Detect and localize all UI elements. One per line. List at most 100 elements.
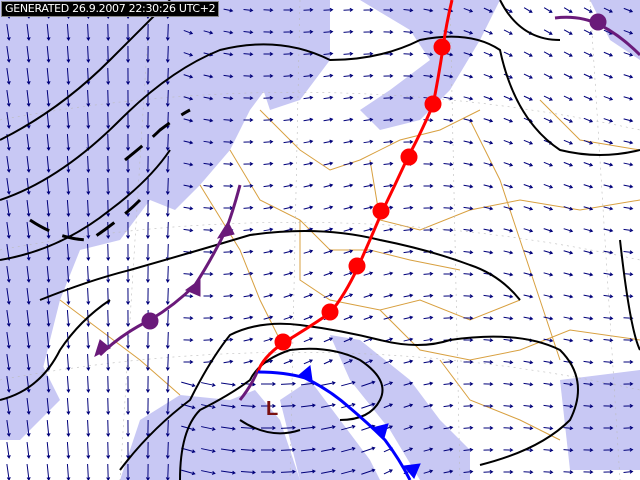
wind-arrow bbox=[6, 46, 11, 63]
wind-arrow bbox=[106, 23, 111, 41]
wind-arrow bbox=[403, 249, 414, 254]
wind-arrow bbox=[623, 360, 634, 364]
wind-arrow bbox=[403, 74, 414, 79]
wind-arrow bbox=[403, 447, 414, 453]
wind-arrow bbox=[623, 381, 634, 386]
wind-arrow bbox=[563, 29, 573, 35]
wind-arrow bbox=[443, 96, 454, 101]
wind-arrow bbox=[483, 447, 494, 452]
wind-arrow bbox=[343, 227, 354, 232]
wind-arrow bbox=[220, 448, 236, 453]
wind-arrow bbox=[503, 139, 514, 145]
wind-arrow bbox=[46, 23, 51, 41]
wind-arrow bbox=[623, 7, 634, 13]
wind-arrow bbox=[145, 375, 150, 393]
wind-arrow bbox=[403, 293, 414, 298]
wind-arrow bbox=[403, 337, 414, 342]
wind-arrow bbox=[106, 397, 111, 415]
wind-arrow bbox=[66, 45, 71, 63]
mediterranean-west bbox=[120, 390, 300, 480]
wind-arrow bbox=[443, 228, 454, 233]
wind-arrow bbox=[563, 51, 573, 57]
wind-arrow bbox=[223, 271, 234, 276]
wind-arrow bbox=[563, 382, 574, 387]
wind-arrow bbox=[603, 294, 614, 299]
wind-arrow bbox=[106, 265, 111, 283]
wind-arrow bbox=[383, 249, 394, 254]
wind-arrow bbox=[46, 111, 51, 129]
wind-arrow bbox=[583, 338, 594, 343]
wind-arrow bbox=[300, 403, 316, 408]
wind-arrow bbox=[220, 382, 236, 387]
wind-arrow bbox=[106, 155, 111, 173]
wind-arrow bbox=[483, 250, 494, 255]
wind-arrow bbox=[260, 470, 276, 475]
wind-arrow bbox=[523, 161, 534, 167]
wind-arrow bbox=[165, 67, 170, 85]
wind-arrow bbox=[583, 73, 593, 79]
wind-arrow bbox=[165, 353, 170, 371]
wind-arrow bbox=[503, 29, 513, 35]
wind-arrow bbox=[165, 265, 170, 283]
wind-arrow bbox=[243, 293, 254, 298]
wind-arrow bbox=[303, 29, 314, 34]
low-pressure-label: L bbox=[266, 398, 279, 420]
wind-arrow bbox=[300, 425, 316, 430]
wind-arrow bbox=[523, 95, 533, 101]
wind-arrow bbox=[165, 89, 170, 107]
wind-arrow bbox=[583, 117, 594, 123]
wind-arrow bbox=[623, 29, 634, 35]
wind-arrow bbox=[165, 199, 170, 217]
wind-arrow bbox=[126, 287, 131, 305]
isobar bbox=[119, 322, 579, 471]
wind-arrow bbox=[201, 426, 216, 431]
wind-arrow bbox=[283, 161, 294, 166]
wind-arrow bbox=[543, 51, 553, 57]
wind-arrow bbox=[86, 397, 91, 415]
wind-arrow bbox=[223, 118, 234, 123]
wind-arrow bbox=[223, 52, 234, 57]
wind-arrow bbox=[145, 45, 150, 63]
wind-arrow bbox=[126, 89, 131, 107]
wind-arrow bbox=[323, 73, 334, 78]
wind-arrow bbox=[6, 68, 11, 85]
wind-arrow bbox=[583, 139, 594, 145]
wind-arrow bbox=[203, 315, 214, 320]
wind-arrow bbox=[603, 118, 614, 123]
wind-arrow bbox=[260, 382, 276, 387]
wind-arrow bbox=[603, 73, 614, 79]
wind-arrow bbox=[283, 73, 294, 78]
wind-arrow bbox=[145, 199, 150, 217]
wind-arrow bbox=[183, 162, 194, 167]
wind-arrow bbox=[223, 8, 234, 13]
wind-arrow bbox=[483, 184, 494, 189]
wind-arrow bbox=[86, 199, 91, 217]
wind-arrow bbox=[543, 294, 554, 299]
wind-arrow bbox=[483, 360, 494, 365]
wind-arrow bbox=[46, 155, 51, 173]
wind-arrow bbox=[383, 227, 394, 232]
wind-arrow bbox=[165, 309, 170, 327]
wind-arrow bbox=[503, 51, 513, 57]
wind-arrow bbox=[66, 441, 71, 459]
wind-arrow bbox=[543, 404, 554, 409]
wind-arrow bbox=[583, 162, 594, 167]
isobar bbox=[499, 0, 561, 41]
wind-arrow bbox=[126, 353, 131, 371]
wind-arrow bbox=[503, 228, 514, 233]
wind-arrow bbox=[126, 265, 131, 283]
wind-arrow bbox=[6, 288, 11, 305]
wind-arrow bbox=[363, 183, 374, 188]
wind-arrow bbox=[183, 29, 194, 35]
wind-arrow bbox=[46, 419, 51, 437]
wind-arrow bbox=[443, 272, 454, 276]
wind-arrow bbox=[260, 404, 276, 409]
wind-arrow bbox=[145, 331, 150, 349]
wind-arrow bbox=[483, 206, 494, 211]
wind-arrow bbox=[563, 184, 574, 189]
wind-arrow bbox=[300, 469, 316, 474]
wind-arrow bbox=[583, 29, 593, 35]
wind-arrow bbox=[423, 227, 434, 232]
wind-arrow bbox=[263, 30, 274, 35]
